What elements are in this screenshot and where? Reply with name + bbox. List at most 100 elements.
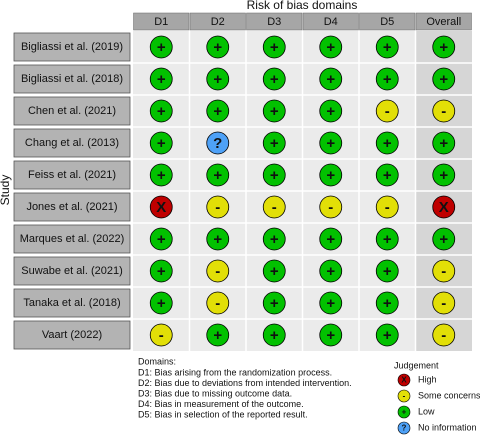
judgement-circle [319,259,343,283]
judgement-circle [149,99,173,123]
judgement-circle [432,195,456,219]
column-header-box [415,12,472,31]
judgement-circle [375,35,399,59]
judgement-circle [262,163,286,187]
legend-title: Judgement [394,360,439,370]
legend-circle [397,405,411,419]
judgement-circle [319,35,343,59]
judgement-circle [432,323,456,347]
judgement-circle [375,259,399,283]
judgement-circle [262,35,286,59]
legend-circle [397,373,411,387]
judgement-symbol: + [270,39,279,56]
judgement-circle [262,291,286,315]
judgement-symbol: + [383,167,392,184]
domain-description: D3: Bias due to missing outcome data. [138,388,292,398]
judgement-symbol: + [213,167,222,184]
judgement-symbol: + [383,327,392,344]
judgement-symbol: - [385,199,390,216]
judgement-circle [432,35,456,59]
judgement-symbol: + [326,135,335,152]
judgement-circle [432,291,456,315]
judgement-circle [432,131,456,155]
judgement-circle [206,227,230,251]
legend-symbol: + [402,408,407,417]
study-label: Chang et al. (2013) [25,137,119,149]
judgement-circle [262,323,286,347]
judgement-symbol: + [157,295,166,312]
judgement-circle [149,163,173,187]
study-label-box [13,192,131,222]
study-label-box [13,288,131,318]
judgement-circle [149,259,173,283]
judgement-circle [149,227,173,251]
legend-label: High [418,374,437,384]
judgement-symbol: + [326,167,335,184]
column-header: D2 [211,16,225,28]
judgement-circle [149,35,173,59]
judgement-symbol: - [441,295,446,312]
domain-description: D4: Bias in measurement of the outcome. [138,399,304,409]
judgement-circle [262,227,286,251]
judgement-symbol: + [439,71,448,88]
judgement-symbol: + [383,263,392,280]
judgement-circle [319,195,343,219]
judgement-symbol: + [157,231,166,248]
column-header: Overall [426,16,461,28]
judgement-circle [206,291,230,315]
judgement-symbol: + [270,231,279,248]
judgement-symbol: + [383,231,392,248]
study-label: Suwabe et al. (2021) [21,265,123,277]
judgement-circle [262,99,286,123]
study-label-box [13,160,131,190]
judgement-symbol: + [383,39,392,56]
judgement-circle [319,131,343,155]
judgement-circle [375,99,399,123]
judgement-circle [149,323,173,347]
judgement-symbol: - [441,263,446,280]
judgement-symbol: + [157,103,166,120]
judgement-symbol: - [328,199,333,216]
judgement-symbol: - [215,199,220,216]
column-header: D4 [324,16,338,28]
judgement-symbol: + [383,135,392,152]
judgement-symbol: + [270,263,279,280]
judgement-circle [262,131,286,155]
judgement-symbol: + [270,327,279,344]
judgement-circle [375,323,399,347]
study-label-box [13,256,131,286]
judgement-circle [319,67,343,91]
study-label: Bigliassi et al. (2019) [21,41,123,53]
judgement-symbol: + [213,71,222,88]
judgement-symbol: ? [213,135,222,152]
judgement-symbol: + [439,231,448,248]
domains-title: Domains: [138,356,176,366]
column-header: D5 [380,16,394,28]
judgement-circle [206,99,230,123]
judgement-symbol: - [215,295,220,312]
judgement-circle [375,291,399,315]
judgement-circle [432,163,456,187]
judgement-symbol: + [213,327,222,344]
study-label-box [13,128,131,158]
judgement-circle [432,99,456,123]
column-header-box [359,12,416,31]
judgement-circle [319,163,343,187]
judgement-symbol: + [326,103,335,120]
judgement-symbol: X [439,199,449,216]
judgement-circle [319,323,343,347]
judgement-symbol: + [270,103,279,120]
judgement-circle [375,227,399,251]
judgement-circle [375,131,399,155]
judgement-symbol: + [326,295,335,312]
study-label-box [13,224,131,254]
column-header-box [189,12,246,31]
study-label: Jones et al. (2021) [26,201,117,213]
judgement-symbol: + [157,71,166,88]
judgement-circle [432,67,456,91]
study-label: Chen et al. (2021) [28,105,116,117]
judgement-symbol: + [157,39,166,56]
judgement-circle [375,163,399,187]
domain-description: D1: Bias arising from the randomization … [138,367,332,377]
judgement-symbol: + [270,295,279,312]
